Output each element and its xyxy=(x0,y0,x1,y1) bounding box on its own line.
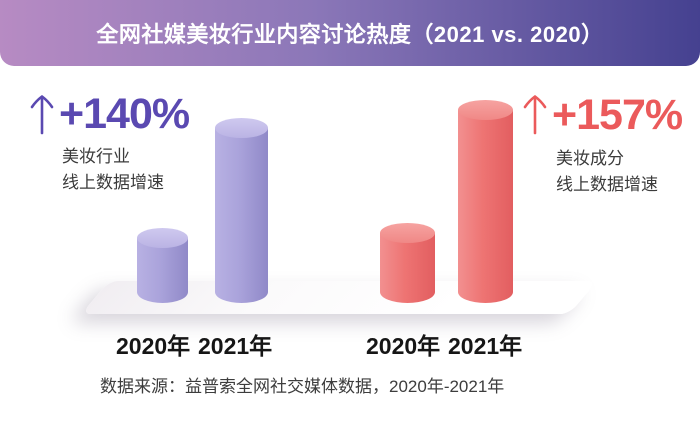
x-label-industry-2021: 2021年 xyxy=(198,333,273,359)
caption-beauty-industry: 美妆行业 线上数据增速 xyxy=(62,144,164,196)
cylinder-top xyxy=(215,118,268,138)
x-label-ingredient-2020: 2020年 xyxy=(366,333,441,359)
caption-beauty-ingredient: 美妆成分 线上数据增速 xyxy=(556,146,658,198)
title-banner: 全网社媒美妆行业内容讨论热度（2021 vs. 2020） xyxy=(0,0,700,66)
source-note: 数据来源：益普索全网社交媒体数据，2020年-2021年 xyxy=(100,377,505,396)
cylinder-body xyxy=(458,110,513,303)
cylinder-top xyxy=(458,100,513,120)
caption-line: 线上数据增速 xyxy=(62,173,164,192)
up-arrow-icon xyxy=(30,95,54,135)
chart-title: 全网社媒美妆行业内容讨论热度（2021 vs. 2020） xyxy=(96,22,604,47)
caption-line: 线上数据增速 xyxy=(556,175,658,194)
bar-beauty-industry-2020 xyxy=(137,228,188,303)
cylinder-body xyxy=(215,128,268,303)
cylinder-body xyxy=(137,238,188,303)
growth-value-beauty-industry: +140% xyxy=(59,90,190,138)
cylinder-top xyxy=(380,223,435,243)
caption-line: 美妆行业 xyxy=(62,147,130,166)
growth-value-beauty-ingredient: +157% xyxy=(552,91,683,139)
x-label-ingredient-2021: 2021年 xyxy=(448,333,523,359)
bar-beauty-ingredient-2021 xyxy=(458,100,513,303)
bar-beauty-industry-2021 xyxy=(215,118,268,303)
up-arrow-icon xyxy=(523,95,547,135)
bar-beauty-ingredient-2020 xyxy=(380,223,435,303)
cylinder-top xyxy=(137,228,188,248)
x-label-industry-2020: 2020年 xyxy=(116,333,191,359)
caption-line: 美妆成分 xyxy=(556,149,624,168)
cylinder-body xyxy=(380,233,435,303)
